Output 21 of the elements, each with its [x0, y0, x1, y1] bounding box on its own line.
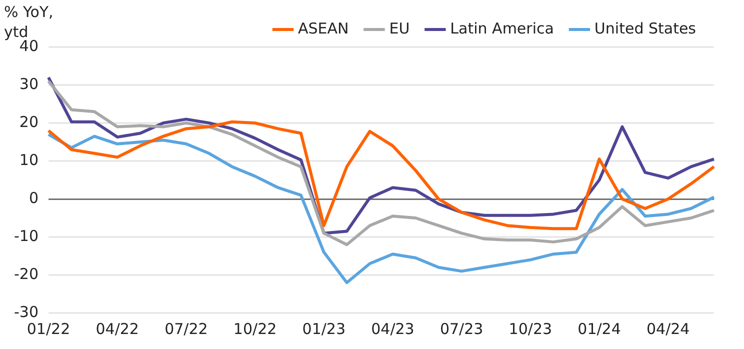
y-tick-label: 10: [19, 150, 38, 169]
x-tick-label: 01/23: [302, 320, 346, 338]
y-tick-label: 20: [19, 112, 38, 131]
x-tick-label: 01/22: [26, 320, 70, 338]
legend-label: EU: [389, 19, 410, 38]
x-tick-label: 07/23: [440, 320, 484, 338]
x-tick-label: 10/23: [508, 320, 552, 338]
y-tick-label: -30: [14, 302, 38, 321]
x-tick-label: 01/24: [578, 320, 621, 338]
y-tick-label: 30: [19, 74, 38, 93]
x-tick-label: 04/24: [646, 320, 690, 338]
y-tick-label: -10: [14, 226, 38, 245]
x-tick-label: 10/22: [233, 320, 277, 338]
legend-label: Latin America: [450, 19, 554, 38]
x-tick-label: 04/22: [96, 320, 139, 338]
x-tick-label: 04/23: [371, 320, 414, 338]
x-tick-label: 07/22: [164, 320, 208, 338]
legend-label: United States: [594, 19, 696, 38]
y-tick-label: 0: [28, 188, 38, 207]
y-tick-label: -20: [14, 264, 38, 283]
legend-label: ASEAN: [298, 19, 349, 38]
